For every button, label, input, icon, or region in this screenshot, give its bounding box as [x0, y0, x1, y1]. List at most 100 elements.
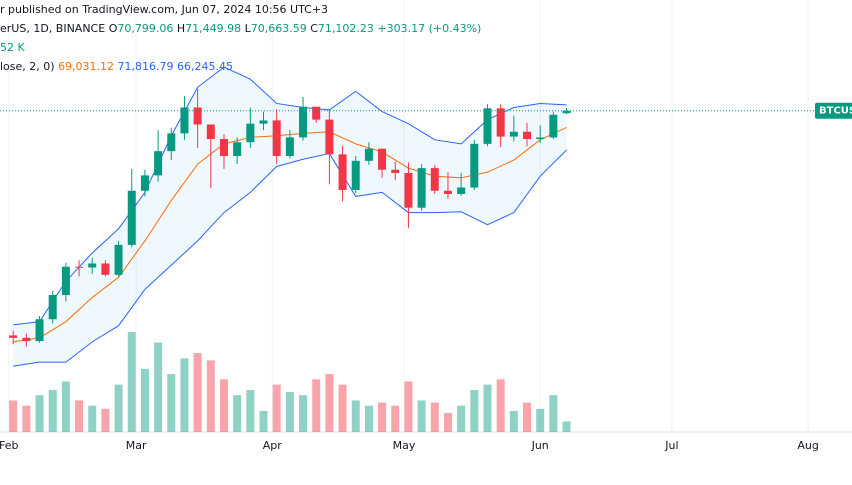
volume-bar [233, 395, 242, 432]
ohlc-label: O [108, 22, 118, 35]
candle-body [364, 148, 373, 161]
symbol: erUS, 1D, BINANCE [0, 22, 106, 35]
volume-bar [246, 389, 255, 432]
change: +303.17 (+0.43%) [377, 22, 482, 35]
x-tick-label: Apr [263, 439, 283, 452]
volume-bar [299, 395, 308, 432]
volume-bar [140, 368, 149, 432]
indicator-lower: 66,245.45 [177, 60, 234, 73]
volume-bar [523, 402, 532, 432]
candle-body [457, 187, 466, 194]
candle-body [325, 119, 334, 155]
candle-body [549, 114, 558, 138]
candle-body [167, 133, 176, 152]
candle-body [114, 244, 123, 275]
candle-body [219, 139, 228, 156]
volume-bar [285, 392, 294, 432]
volume-bar [325, 374, 334, 432]
candle-body [338, 154, 347, 190]
candle-body [483, 108, 492, 144]
indicator: lose, 2, 0) [0, 60, 55, 73]
candle-body [312, 106, 321, 120]
band-upper [13, 66, 567, 326]
candle-body [127, 190, 136, 245]
candle-body [378, 148, 387, 170]
volume-bar [430, 402, 439, 432]
volume-bar [391, 405, 400, 432]
ohlc-value: 71,449.98 [185, 22, 242, 35]
candle-body [523, 131, 532, 140]
volume-bar [127, 332, 136, 432]
volume-bar [378, 402, 387, 432]
volume-bar [549, 395, 558, 432]
last-price-badge [815, 102, 852, 119]
candle-body [233, 142, 242, 156]
symbol-label: BTCUSD [819, 106, 852, 117]
candle-body [391, 169, 400, 173]
candle-body [193, 107, 202, 125]
volume-bar [470, 389, 479, 432]
candle-body [246, 123, 255, 143]
volume-bar [364, 405, 373, 432]
candle-body [180, 107, 189, 134]
ohlc-value: 70,799.06 [117, 22, 174, 35]
indicator-row: lose, 2, 0) 69,031.12 71,816.79 66,245.4… [0, 57, 481, 76]
volume-bar [562, 421, 571, 432]
header: r published on TradingView.com, Jun 07, … [0, 0, 481, 76]
band-lower [13, 149, 567, 367]
candle-body [430, 168, 439, 191]
indicator-upper: 71,816.79 [117, 60, 174, 73]
candle-body [509, 131, 518, 137]
ohlc-label: C [310, 22, 318, 35]
ohlc-value: 70,663.59 [250, 22, 307, 35]
candle-body [470, 143, 479, 188]
volume-bar [536, 408, 545, 432]
x-tick-label: May [393, 439, 416, 452]
candle-body [101, 263, 110, 275]
volume-value: 52 K [0, 41, 25, 54]
candle-body [22, 337, 31, 342]
candle-body [351, 160, 360, 190]
volume-bar [417, 400, 426, 432]
candle-body [285, 137, 294, 156]
volume-bar [443, 413, 452, 432]
candle-body [562, 110, 571, 114]
volume-bar [457, 405, 466, 432]
candle-body [496, 108, 505, 137]
candle-body [259, 120, 268, 124]
volume-bar [219, 379, 228, 432]
volume-bar [180, 358, 189, 432]
volume-bar [404, 381, 413, 432]
candle-body [61, 266, 70, 296]
volume-bar [48, 389, 57, 432]
title: r published on TradingView.com, Jun 07, … [0, 3, 329, 16]
ohlc-label: L [244, 22, 251, 35]
ohlc-value: 71,102.23 [317, 22, 374, 35]
candle-body [154, 151, 163, 176]
volume-bar [259, 410, 268, 432]
candle-body [35, 319, 44, 342]
candle-body [299, 106, 308, 138]
candle-body [140, 175, 149, 191]
title-row: r published on TradingView.com, Jun 07, … [0, 0, 481, 19]
x-tick-label: Feb [0, 439, 19, 452]
volume-bar [206, 360, 215, 432]
x-tick-label: Jun [531, 439, 549, 452]
volume-bar [167, 374, 176, 432]
volume-bar [88, 405, 97, 432]
volume-bar [9, 400, 18, 432]
volume-bar [75, 400, 84, 432]
volume-bar [22, 405, 31, 432]
candle-body [88, 263, 97, 268]
candle-body [417, 168, 426, 208]
volume-bar [338, 384, 347, 432]
candle-body [536, 137, 545, 140]
candle-body [9, 335, 18, 338]
volume-bar [61, 381, 70, 432]
volume-bar [312, 379, 321, 432]
candle-body [75, 266, 84, 268]
band-fill [13, 67, 567, 367]
volume-row: 52 K [0, 38, 481, 57]
